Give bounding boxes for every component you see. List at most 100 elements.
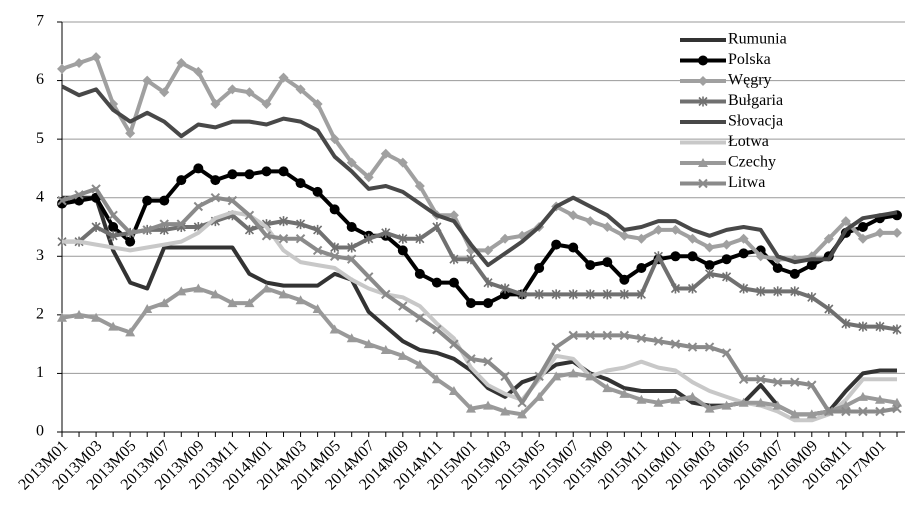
marker [295, 234, 306, 244]
marker [465, 298, 476, 309]
marker [91, 222, 101, 232]
marker [57, 312, 67, 322]
marker [415, 233, 425, 244]
marker [698, 96, 708, 107]
marker [534, 289, 544, 300]
marker [602, 222, 613, 232]
marker [108, 321, 119, 331]
marker [295, 84, 306, 95]
marker [585, 330, 595, 341]
marker [142, 304, 153, 313]
marker [619, 274, 630, 285]
marker [698, 158, 708, 167]
marker [449, 339, 459, 349]
marker [364, 233, 374, 244]
marker [483, 298, 494, 309]
marker [329, 134, 340, 145]
series-line [61, 166, 898, 306]
marker [210, 99, 221, 109]
marker [857, 222, 868, 232]
marker [636, 394, 647, 404]
marker [432, 222, 442, 232]
marker [57, 195, 67, 206]
marker [738, 233, 749, 244]
marker [790, 286, 800, 297]
marker [721, 348, 732, 358]
y-tick-label: 7 [36, 13, 44, 30]
marker [619, 388, 630, 398]
series-line [61, 84, 898, 268]
marker [698, 76, 708, 86]
marker [755, 397, 766, 407]
marker [874, 394, 885, 404]
marker [500, 283, 510, 294]
legend-label: Polska [728, 51, 771, 68]
marker [125, 236, 136, 247]
marker [227, 169, 238, 180]
marker [261, 99, 272, 109]
marker [142, 225, 152, 235]
marker [176, 286, 187, 296]
marker [74, 58, 85, 68]
marker [517, 289, 527, 300]
marker [840, 216, 851, 227]
marker [602, 330, 613, 341]
marker [125, 128, 136, 139]
marker [329, 204, 340, 215]
marker [159, 195, 170, 206]
marker [619, 330, 630, 341]
marker [210, 193, 221, 203]
marker [500, 371, 510, 382]
marker [874, 227, 885, 238]
marker [329, 251, 340, 261]
marker [687, 283, 698, 294]
marker [670, 251, 681, 262]
marker [176, 219, 186, 229]
marker [244, 224, 255, 235]
marker [330, 242, 340, 253]
marker [756, 286, 766, 297]
marker [347, 242, 357, 253]
marker [636, 289, 646, 300]
marker [449, 254, 459, 265]
marker [414, 181, 425, 191]
marker [698, 178, 708, 189]
legend-label: Rumunia [728, 31, 787, 48]
marker [312, 99, 323, 109]
marker [432, 324, 442, 335]
marker [772, 263, 783, 273]
legend-label: Czechy [728, 154, 776, 171]
marker [448, 277, 459, 288]
marker [125, 228, 135, 238]
marker [585, 260, 596, 271]
marker [142, 75, 153, 86]
marker [755, 374, 766, 384]
marker [227, 84, 238, 95]
marker [807, 292, 817, 303]
marker [857, 233, 868, 244]
marker [840, 400, 851, 410]
marker [636, 263, 647, 273]
marker [483, 245, 494, 256]
marker [210, 289, 221, 299]
marker [892, 227, 902, 238]
marker [57, 63, 67, 74]
marker [551, 371, 562, 381]
marker [295, 178, 306, 189]
marker [789, 409, 800, 419]
legend-label: Bułgaria [728, 92, 783, 109]
marker [721, 254, 732, 265]
marker [534, 391, 545, 401]
marker [465, 403, 476, 413]
marker [466, 254, 476, 265]
marker [773, 286, 783, 297]
marker [687, 342, 698, 352]
legend-label: Litwa [728, 174, 765, 191]
marker [534, 371, 544, 382]
marker [841, 406, 851, 417]
marker [313, 224, 323, 235]
marker [380, 345, 391, 354]
marker [244, 87, 255, 98]
marker [585, 371, 596, 381]
marker [278, 234, 289, 244]
